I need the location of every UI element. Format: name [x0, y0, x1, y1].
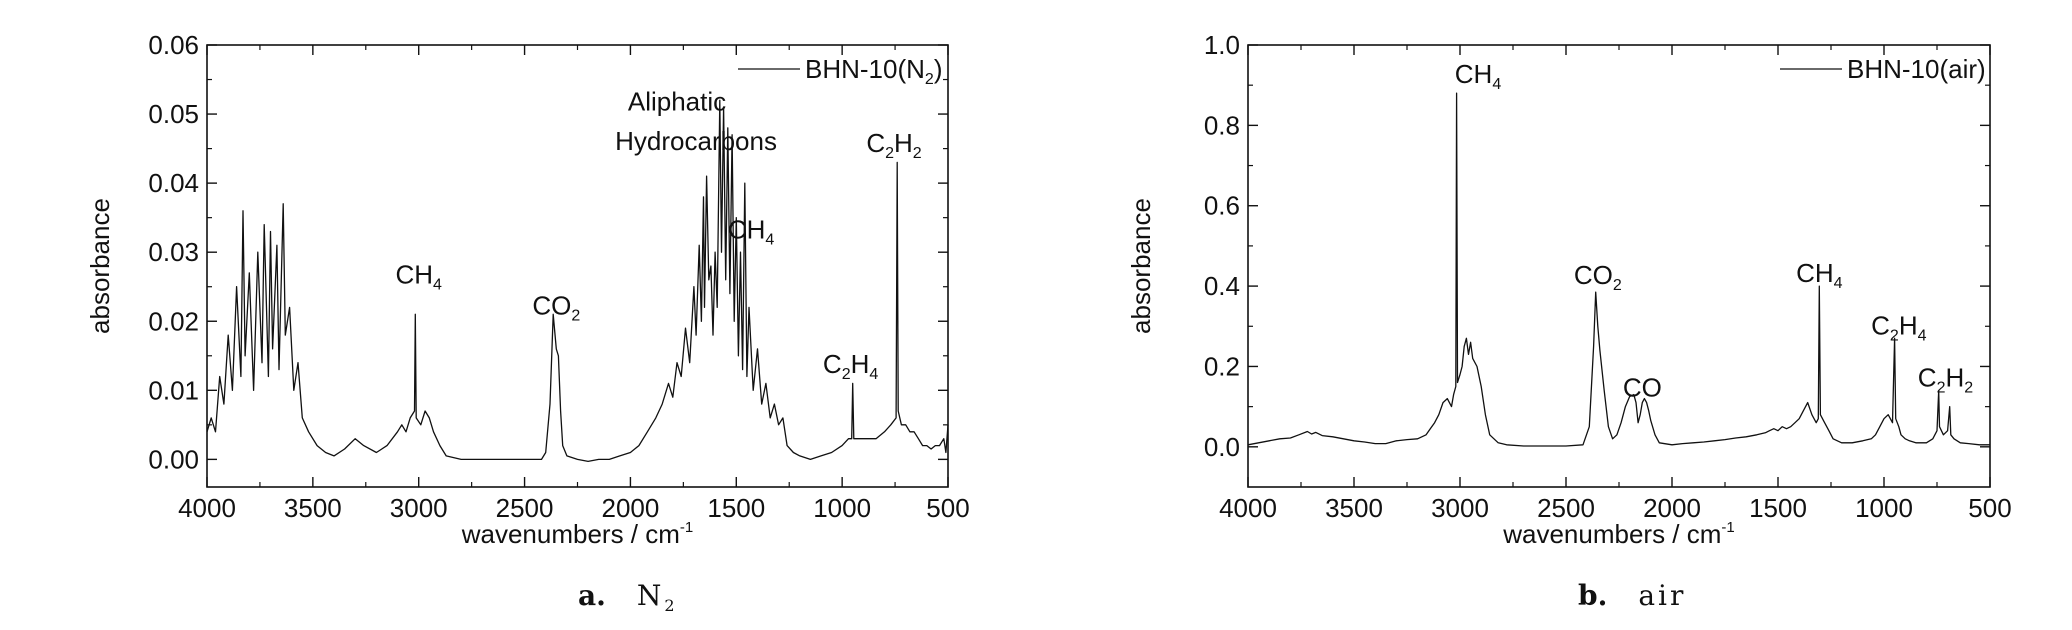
chart-panel-b: 4000 3500 3000 2500 2000 1500 1000 500 0.0 0.2 0.4… — [1126, 30, 2012, 612]
x-tick-label: 2500 — [496, 493, 554, 523]
y-tick-label: 0.0 — [1204, 432, 1240, 462]
y-tick-label: 0.2 — [1204, 351, 1240, 381]
x-tick-label: 1000 — [1855, 493, 1913, 523]
series-line — [206, 99, 949, 463]
peak-annotation: CH4 — [1455, 59, 1502, 93]
y-tick-label: 0.04 — [148, 168, 199, 198]
y-tick-label: 0.01 — [148, 375, 199, 405]
peak-annotation: C2H4 — [823, 349, 878, 383]
plot-frame — [206, 44, 949, 488]
peak-annotation: Aliphatic — [628, 87, 726, 117]
x-axis-label: wavenumbers / cm-1 — [461, 519, 694, 549]
x-tick-label: 1500 — [707, 493, 765, 523]
x-tick-label: 1500 — [1749, 493, 1807, 523]
y-tick-label: 0.6 — [1204, 191, 1240, 221]
x-tick-label: 3000 — [390, 493, 448, 523]
legend-label: BHN-10(air) — [1847, 54, 1986, 84]
panel-caption: a. N2 — [578, 579, 675, 615]
peak-annotation: C2H2 — [866, 128, 921, 162]
x-tick-label: 500 — [1968, 493, 2011, 523]
x-tick-label: 4000 — [1219, 493, 1277, 523]
peak-annotation: C2H4 — [1871, 310, 1926, 344]
y-tick-label: 1.0 — [1204, 30, 1240, 60]
y-tick-label: 0.05 — [148, 99, 199, 129]
peak-annotation: CH4 — [395, 259, 442, 293]
peak-annotation: CO2 — [532, 290, 580, 324]
x-tick-label: 4000 — [178, 493, 236, 523]
panel-caption: b. air — [1578, 579, 1686, 612]
y-axis-label: absorbance — [85, 198, 115, 334]
y-tick-label: 0.02 — [148, 306, 199, 336]
x-tick-label: 3500 — [284, 493, 342, 523]
peak-annotation: C2H2 — [1918, 363, 1973, 397]
x-tick-label: 3500 — [1325, 493, 1383, 523]
y-tick-label: 0.03 — [148, 237, 199, 267]
x-tick-label: 2000 — [602, 493, 660, 523]
y-tick-label: 0.06 — [148, 30, 199, 60]
plot-frame — [1247, 44, 1991, 488]
y-tick-label: 0.4 — [1204, 271, 1240, 301]
x-tick-label: 3000 — [1431, 493, 1489, 523]
peak-annotation: CH4 — [728, 214, 775, 248]
y-tick-label: 0.00 — [148, 444, 199, 474]
y-tick-label: 0.8 — [1204, 110, 1240, 140]
series-line — [1247, 92, 1990, 447]
legend-label: BHN-10(N2) — [805, 54, 943, 88]
x-tick-label: 2500 — [1537, 493, 1595, 523]
x-axis-label: wavenumbers / cm-1 — [1502, 519, 1735, 549]
x-tick-label: 500 — [926, 493, 969, 523]
peak-annotation: Hydrocarbons — [615, 126, 777, 156]
x-tick-label: 2000 — [1643, 493, 1701, 523]
y-axis-label: absorbance — [1126, 198, 1156, 334]
peak-annotation: CH4 — [1796, 258, 1843, 292]
peak-annotation: CO — [1623, 373, 1662, 403]
x-tick-label: 1000 — [813, 493, 871, 523]
peak-annotation: CO2 — [1574, 260, 1622, 294]
chart-panel-a: 4000 3500 3000 2500 2000 1500 1000 500 0.00 0.01 0… — [85, 30, 970, 615]
